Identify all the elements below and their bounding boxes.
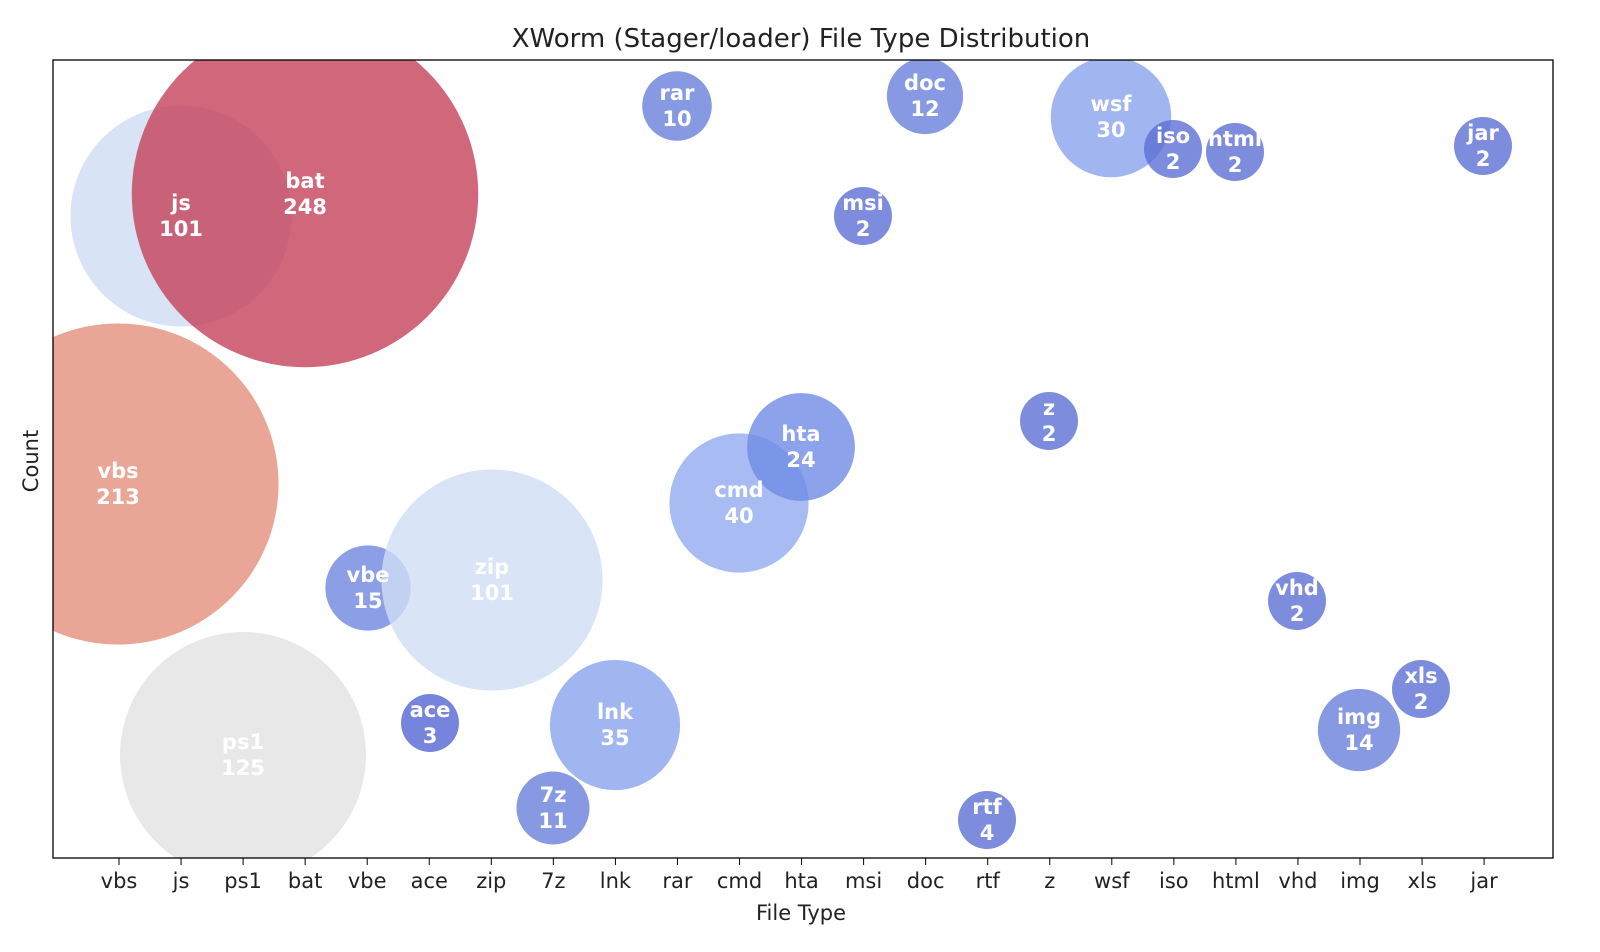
bubble-name-z: z — [1043, 396, 1055, 420]
bubble-name-img: img — [1337, 705, 1381, 729]
bubble-ps1 — [120, 632, 366, 858]
bubble-name-rtf: rtf — [972, 795, 1002, 819]
bubble-7z — [516, 771, 590, 845]
bubble-iso — [1144, 120, 1202, 178]
x-tick-label-rar: rar — [662, 869, 693, 893]
bubble-count-vhd: 2 — [1290, 602, 1305, 626]
x-tick-label-ace: ace — [411, 869, 448, 893]
bubble-count-zip: 101 — [470, 581, 514, 605]
bubble-count-xls: 2 — [1414, 690, 1429, 714]
bubble-html — [1206, 123, 1264, 181]
x-axis-ticks: vbs js ps1 bat vbe ace zip 7z lnk rar cmd hta msi doc… — [101, 858, 1498, 893]
x-tick-label-xls: xls — [1407, 869, 1436, 893]
bubble-layer — [53, 60, 1512, 858]
bubble-count-7z: 11 — [538, 809, 567, 833]
x-tick-label-doc: doc — [907, 869, 945, 893]
x-tick-label-iso: iso — [1159, 869, 1189, 893]
bubble-name-vbe: vbe — [347, 563, 390, 587]
bubble-name-bat: bat — [285, 169, 324, 193]
bubble-name-zip: zip — [475, 555, 509, 579]
bubble-lnk — [549, 659, 681, 791]
bubble-count-jar: 2 — [1476, 147, 1491, 171]
bubble-count-vbs: 213 — [96, 485, 140, 509]
bubble-count-ps1: 125 — [221, 756, 265, 780]
bubble-name-7z: 7z — [540, 783, 567, 807]
bubble-z — [1020, 392, 1078, 450]
bubble-name-wsf: wsf — [1090, 92, 1132, 116]
bubble-count-html: 2 — [1228, 153, 1243, 177]
bubble-count-js: 101 — [159, 217, 203, 241]
bubble-hta — [747, 393, 855, 501]
bubble-count-ace: 3 — [423, 724, 438, 748]
bubble-name-lnk: lnk — [597, 700, 634, 724]
x-tick-label-jar: jar — [1469, 869, 1498, 893]
x-tick-label-bat: bat — [288, 869, 322, 893]
x-axis-label: File Type — [756, 901, 846, 925]
bubble-rar — [642, 71, 712, 141]
bubble-img — [1317, 688, 1401, 772]
bubble-count-iso: 2 — [1166, 150, 1181, 174]
bubble-bat — [131, 60, 479, 368]
bubble-jar — [1454, 117, 1512, 175]
x-tick-label-vhd: vhd — [1278, 869, 1317, 893]
bubble-count-msi: 2 — [856, 217, 871, 241]
bubble-name-xls: xls — [1404, 664, 1437, 688]
bubble-vbs — [53, 323, 279, 645]
bubble-name-ps1: ps1 — [222, 730, 264, 754]
bubble-count-rar: 10 — [662, 107, 691, 131]
bubble-name-cmd: cmd — [714, 478, 763, 502]
x-tick-label-msi: msi — [845, 869, 882, 893]
bubble-rtf — [958, 791, 1016, 849]
x-tick-label-rtf: rtf — [976, 869, 1001, 893]
chart-title: XWorm (Stager/loader) File Type Distribu… — [512, 24, 1091, 54]
x-tick-label-lnk: lnk — [600, 869, 632, 893]
bubble-name-ace: ace — [410, 698, 451, 722]
bubble-count-bat: 248 — [283, 195, 327, 219]
bubble-count-wsf: 30 — [1096, 118, 1125, 142]
x-tick-label-js: js — [172, 869, 190, 893]
x-tick-label-7z: 7z — [541, 869, 565, 893]
bubble-vhd — [1268, 572, 1326, 630]
x-tick-label-img: img — [1340, 869, 1380, 893]
bubble-count-doc: 12 — [910, 97, 939, 121]
x-tick-label-vbs: vbs — [101, 869, 138, 893]
bubble-xls — [1392, 660, 1450, 718]
bubble-name-iso: iso — [1156, 124, 1190, 148]
y-axis-label: Count — [19, 430, 43, 492]
x-tick-label-vbe: vbe — [348, 869, 387, 893]
bubble-name-doc: doc — [904, 71, 946, 95]
bubble-name-rar: rar — [660, 81, 696, 105]
plot-frame — [52, 59, 1554, 859]
x-tick-label-html: html — [1212, 869, 1260, 893]
x-tick-label-zip: zip — [476, 869, 506, 893]
bubble-count-lnk: 35 — [600, 726, 629, 750]
bubble-wsf — [1050, 60, 1172, 178]
bubble-name-html: html — [1208, 127, 1262, 151]
bubble-count-cmd: 40 — [724, 504, 753, 528]
bubble-name-jar: jar — [1466, 121, 1499, 145]
x-tick-label-cmd: cmd — [717, 869, 762, 893]
bubble-count-vbe: 15 — [353, 589, 382, 613]
bubble-name-js: js — [170, 191, 191, 215]
bubble-name-vbs: vbs — [97, 459, 138, 483]
bubble-count-z: 2 — [1042, 422, 1057, 446]
bubble-ace — [401, 694, 459, 752]
bubble-name-hta: hta — [781, 422, 820, 446]
bubble-name-msi: msi — [842, 191, 884, 215]
bubble-count-hta: 24 — [786, 448, 815, 472]
bubble-msi — [834, 187, 892, 245]
bubble-zip — [381, 469, 603, 691]
bubble-count-img: 14 — [1344, 731, 1373, 755]
x-tick-label-hta: hta — [784, 869, 818, 893]
bubble-doc — [886, 60, 964, 135]
bubble-count-rtf: 4 — [980, 821, 995, 845]
x-tick-label-ps1: ps1 — [224, 869, 262, 893]
x-tick-label-z: z — [1044, 869, 1055, 893]
bubble-name-vhd: vhd — [1275, 576, 1319, 600]
x-tick-label-wsf: wsf — [1094, 869, 1130, 893]
bubble-label-layer: vbs213js101ps1125bat248vbe15ace3zip1017z… — [96, 71, 1499, 845]
